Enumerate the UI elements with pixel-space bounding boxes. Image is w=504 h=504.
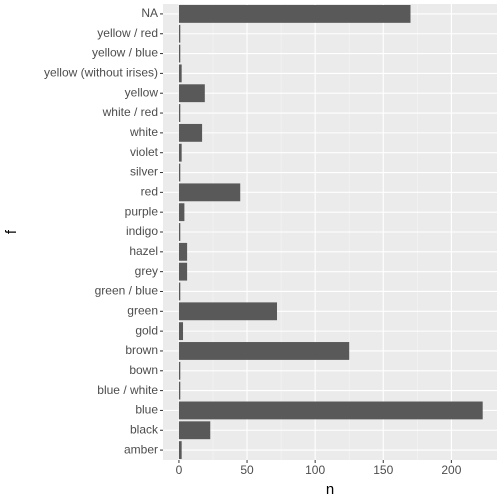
x-tick-label: 100 bbox=[305, 463, 325, 477]
y-tick-label: green / blue bbox=[95, 284, 159, 298]
y-tick-label: brown bbox=[125, 343, 158, 357]
bar bbox=[178, 381, 181, 400]
bar bbox=[178, 441, 182, 460]
y-tick-label: blue bbox=[135, 403, 158, 417]
bar bbox=[178, 322, 184, 341]
bar bbox=[178, 421, 211, 440]
y-tick-label: red bbox=[141, 185, 158, 199]
y-tick-label: yellow bbox=[125, 85, 159, 99]
y-tick-label: indigo bbox=[126, 224, 158, 238]
y-tick-label: yellow / red bbox=[97, 26, 158, 40]
bar bbox=[178, 223, 181, 241]
bar bbox=[178, 361, 181, 380]
y-tick-label: purple bbox=[125, 204, 159, 218]
x-axis-title: n bbox=[326, 481, 334, 498]
y-tick-label: yellow / blue bbox=[92, 46, 158, 60]
bar bbox=[178, 242, 188, 261]
bar bbox=[178, 401, 483, 420]
bar bbox=[178, 44, 181, 63]
y-tick-label: grey bbox=[135, 264, 158, 278]
y-tick-label: amber bbox=[124, 442, 158, 456]
y-tick-label: white bbox=[129, 125, 158, 139]
y-tick-label: black bbox=[130, 422, 159, 436]
bar bbox=[178, 143, 182, 162]
bar bbox=[178, 203, 185, 222]
y-tick-label: gold bbox=[135, 323, 158, 337]
x-tick-label: 50 bbox=[240, 463, 254, 477]
x-tick-label: 200 bbox=[441, 463, 461, 477]
bar bbox=[178, 163, 181, 182]
y-tick-label: silver bbox=[130, 165, 158, 179]
x-tick-label: 0 bbox=[176, 463, 183, 477]
bar bbox=[178, 123, 203, 142]
bar bbox=[178, 84, 205, 103]
y-tick-label: white / red bbox=[102, 105, 158, 119]
y-tick-label: NA bbox=[141, 6, 158, 20]
y-tick-label: bown bbox=[129, 363, 158, 377]
bar bbox=[178, 342, 350, 360]
bar bbox=[178, 183, 241, 202]
x-tick-label: 150 bbox=[373, 463, 393, 477]
y-tick-label: blue / white bbox=[97, 383, 158, 397]
y-tick-label: violet bbox=[130, 145, 159, 159]
bar bbox=[178, 302, 278, 321]
bar bbox=[178, 64, 182, 83]
y-tick-label: green bbox=[127, 303, 158, 317]
y-axis-title: f bbox=[3, 229, 20, 234]
bar bbox=[178, 282, 181, 301]
y-tick-label: yellow (without irises) bbox=[44, 66, 158, 80]
bar bbox=[178, 24, 181, 43]
bar bbox=[178, 104, 181, 122]
bar bbox=[178, 4, 411, 23]
y-tick-label: hazel bbox=[129, 244, 158, 258]
bar bbox=[178, 262, 188, 281]
